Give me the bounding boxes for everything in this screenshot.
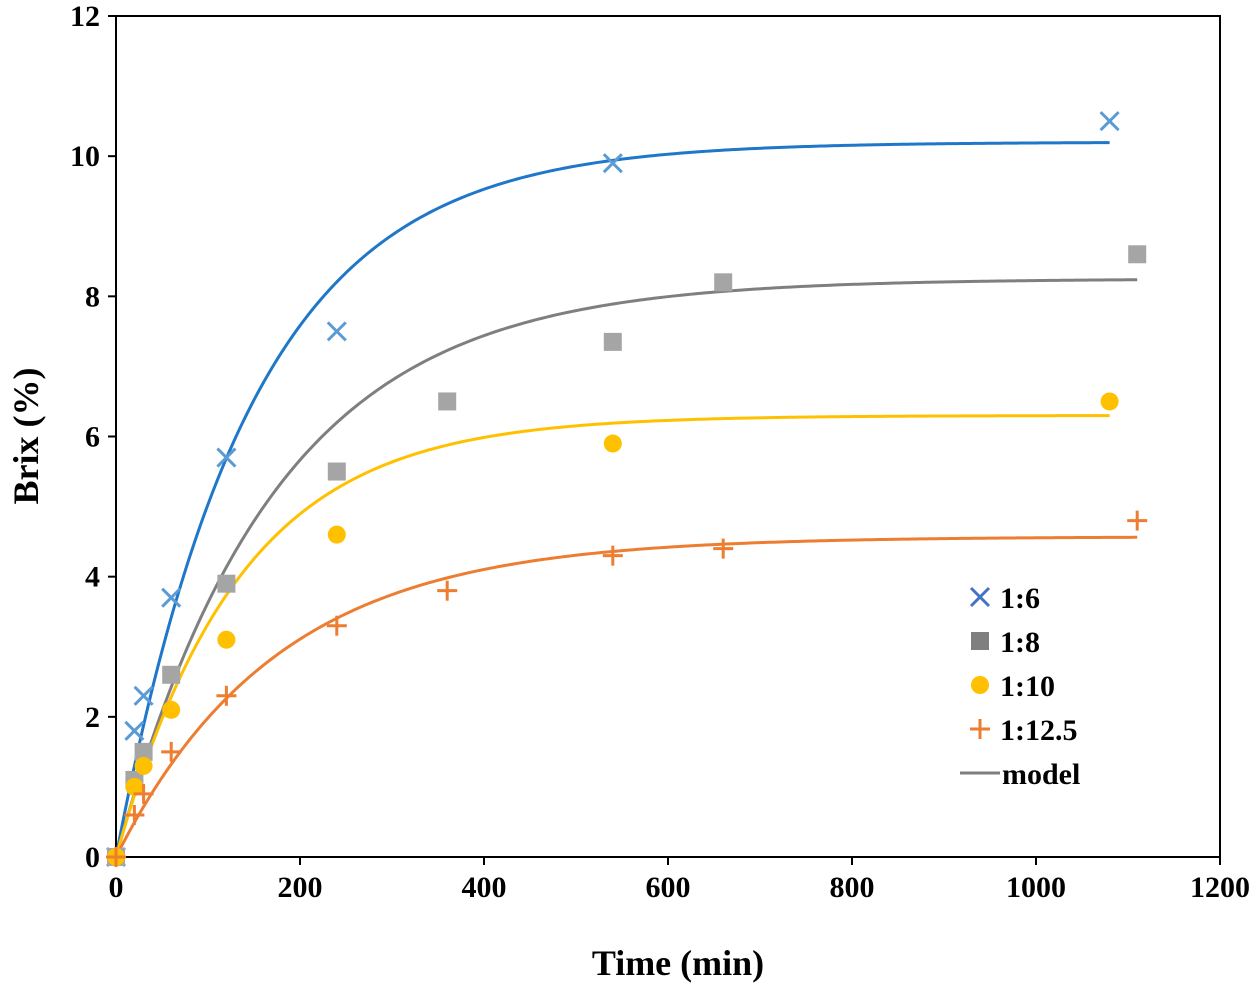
x-tick-label: 800 [830, 871, 875, 904]
data-point [161, 741, 182, 762]
data-point [124, 720, 145, 741]
data-point [437, 580, 458, 601]
data-point [161, 587, 182, 608]
y-tick-label: 0 [85, 841, 100, 874]
y-tick-label: 12 [70, 0, 100, 33]
data-point [714, 273, 733, 292]
data-point [162, 700, 181, 719]
legend-marker [971, 676, 989, 694]
data-point [327, 525, 346, 544]
data-point [124, 804, 145, 825]
data-point [438, 392, 457, 411]
legend: 1:6 1:8 1:10 1:12.5 model [960, 582, 1080, 791]
y-axis-title: Brix (%) [6, 368, 46, 505]
y-tick-label: 8 [85, 280, 100, 313]
data-point [326, 615, 347, 636]
data-point [603, 434, 622, 453]
x-tick-label: 200 [278, 871, 323, 904]
model-curve [114, 535, 1138, 858]
data-point [134, 756, 153, 775]
data-point [326, 321, 347, 342]
data-point [713, 538, 734, 559]
series-1-12-5 [106, 510, 1148, 867]
model-curves [114, 141, 1138, 858]
x-tick-label: 400 [462, 871, 507, 904]
x-axis-title: Time (min) [592, 943, 764, 983]
legend-marker [970, 719, 990, 739]
legend-label: 1:12.5 [1000, 714, 1078, 747]
model-curve [114, 414, 1110, 858]
data-point [602, 153, 623, 174]
data-point [1127, 510, 1148, 531]
axes: 0 200 400 600 800 1000 1200 0 2 4 6 8 10 12 [70, 0, 1250, 904]
x-tick-label: 600 [646, 871, 691, 904]
data-point [216, 447, 237, 468]
data-point [602, 545, 623, 566]
series-1-6 [105, 111, 1120, 868]
data-points [105, 111, 1148, 868]
data-point [327, 462, 346, 481]
legend-label: 1:10 [1000, 670, 1055, 703]
x-tick-label: 0 [109, 871, 124, 904]
model-curve [114, 141, 1110, 858]
legend-marker [971, 632, 989, 650]
model-curve [114, 278, 1138, 858]
y-tick-label: 2 [85, 701, 100, 734]
data-point [133, 685, 154, 706]
data-point [217, 630, 236, 649]
y-tick-label: 6 [85, 421, 100, 454]
y-tick-label: 4 [85, 561, 100, 594]
data-point [1128, 245, 1147, 264]
x-tick-label: 1200 [1190, 871, 1250, 904]
legend-label: model [1002, 758, 1080, 791]
data-point [134, 742, 153, 761]
legend-label: 1:8 [1000, 626, 1040, 659]
data-point [106, 847, 126, 867]
data-point [125, 777, 144, 796]
data-point [603, 332, 622, 351]
data-point [216, 685, 237, 706]
data-point [1100, 392, 1119, 411]
x-tick-label: 1000 [1006, 871, 1066, 904]
legend-marker [969, 586, 991, 608]
legend-label: 1:6 [1000, 582, 1040, 615]
data-point [1099, 111, 1120, 132]
y-tick-label: 10 [70, 140, 100, 173]
data-point [162, 665, 181, 684]
data-point [133, 783, 154, 804]
data-point [217, 574, 236, 593]
series-1-10 [107, 392, 1119, 866]
